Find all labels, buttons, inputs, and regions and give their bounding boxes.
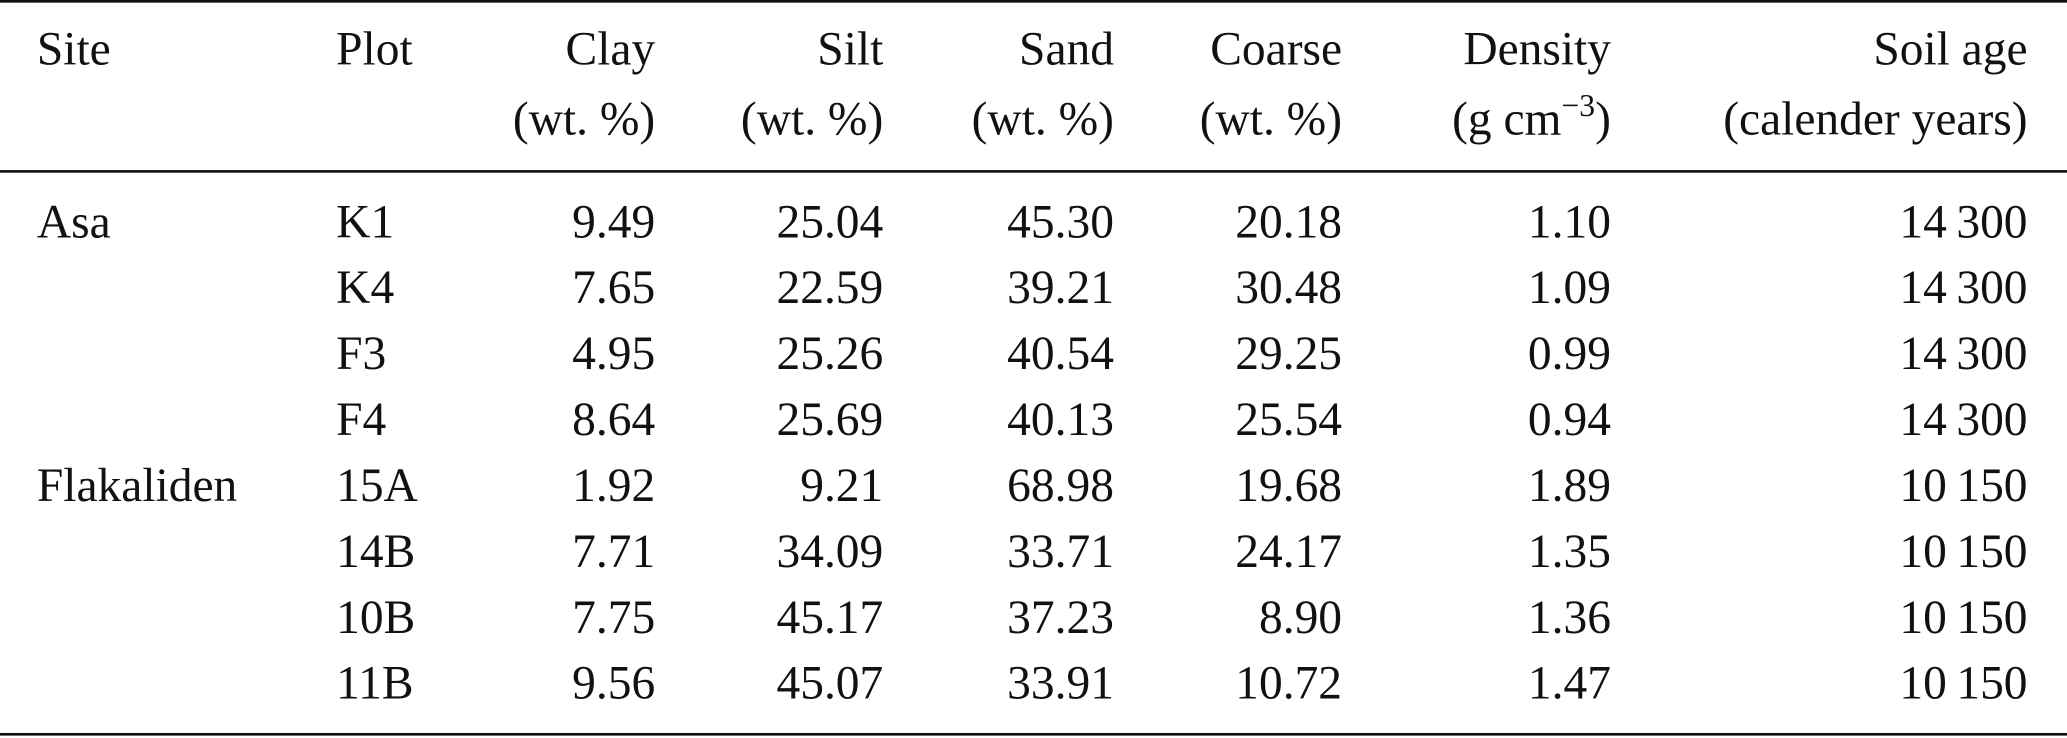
data-cell: 29.25 [1235, 326, 1343, 380]
column-header: Sand [1019, 22, 1114, 76]
data-cell: 1.35 [1527, 524, 1611, 578]
data-cell: 14 300 [1899, 195, 2028, 248]
data-cell: 22.59 [776, 261, 884, 314]
data-cell: 11B [336, 656, 414, 710]
data-cell: 25.69 [776, 392, 884, 446]
data-cell: 45.30 [1007, 195, 1114, 248]
data-cell: F3 [336, 326, 387, 380]
data-cell: 37.23 [1007, 590, 1114, 644]
data-cell: 0.94 [1527, 392, 1611, 446]
column-header: Coarse [1210, 22, 1343, 76]
data-cell: 33.71 [1007, 524, 1114, 578]
data-cell: 8.90 [1258, 590, 1343, 644]
site-cell: Flakaliden [36, 458, 238, 512]
data-cell: 7.71 [572, 524, 656, 578]
data-cell: 25.04 [776, 195, 884, 248]
data-cell: 1.10 [1527, 195, 1611, 248]
data-cell: 20.18 [1235, 195, 1343, 248]
column-header: Silt [817, 22, 884, 76]
data-cell: 1.09 [1527, 261, 1611, 314]
data-cell: 9.49 [572, 195, 656, 248]
data-cell: 24.17 [1235, 524, 1343, 578]
data-cell: 39.21 [1007, 261, 1114, 314]
unit-text: (g cm [1452, 92, 1562, 146]
data-cell: 10 150 [1899, 656, 2028, 710]
data-cell: 10B [336, 590, 416, 644]
data-cell: 45.17 [776, 590, 884, 644]
data-cell: 14 300 [1899, 261, 2028, 314]
data-cell: 14B [336, 524, 416, 578]
data-cell: F4 [336, 392, 387, 446]
data-cell: 7.75 [572, 590, 656, 644]
data-cell: 30.48 [1235, 261, 1343, 314]
column-unit: (wt. %) [971, 92, 1114, 146]
data-cell: 10 150 [1899, 590, 2028, 644]
data-cell: 15A [336, 458, 418, 512]
data-cell: 0.99 [1527, 326, 1611, 380]
column-header: Plot [336, 22, 413, 76]
data-cell: 1.36 [1527, 590, 1611, 644]
data-cell: 40.13 [1007, 392, 1114, 446]
data-cell: 4.95 [572, 326, 656, 380]
data-cell: 10 150 [1899, 524, 2028, 578]
unit-closing: ) [1595, 92, 1611, 146]
column-header: Clay [565, 22, 656, 76]
data-cell: 34.09 [776, 524, 884, 578]
data-cell: 7.65 [572, 261, 656, 314]
data-cell: 1.89 [1527, 458, 1611, 512]
data-cell: 10.72 [1235, 656, 1343, 710]
column-header: Site [36, 22, 111, 76]
data-cell: 45.07 [776, 656, 884, 710]
bottom-rule [0, 732, 2067, 736]
data-cell: 19.68 [1235, 458, 1343, 512]
mid-rule [0, 170, 2067, 173]
data-cell: 40.54 [1007, 326, 1114, 380]
data-cell: 68.98 [1007, 458, 1114, 512]
data-cell: 33.91 [1007, 656, 1114, 710]
data-cell: 9.21 [800, 458, 884, 512]
data-cell: 25.26 [776, 326, 884, 380]
column-unit: (g cm−3) [1452, 89, 1611, 146]
data-cell: 14 300 [1899, 326, 2028, 380]
data-cell: K1 [336, 195, 395, 248]
data-cell: 1.47 [1527, 656, 1611, 710]
data-cell: 14 300 [1899, 392, 2028, 446]
column-unit: (wt. %) [1199, 92, 1343, 146]
column-unit: (calender years) [1723, 92, 2028, 146]
column-unit: (wt. %) [512, 92, 656, 146]
column-header: Density [1463, 22, 1611, 76]
data-cell: 25.54 [1235, 392, 1343, 446]
data-cell: 9.56 [572, 656, 656, 710]
site-cell: Asa [36, 195, 111, 248]
column-unit: (wt. %) [740, 92, 884, 146]
unit-exponent: −3 [1561, 89, 1596, 124]
data-cell: 1.92 [572, 458, 656, 512]
column-header: Soil age [1873, 22, 2028, 76]
top-rule [0, 0, 2067, 3]
data-cell: K4 [336, 261, 395, 314]
data-cell: 10 150 [1899, 458, 2028, 512]
data-cell: 8.64 [572, 392, 656, 446]
